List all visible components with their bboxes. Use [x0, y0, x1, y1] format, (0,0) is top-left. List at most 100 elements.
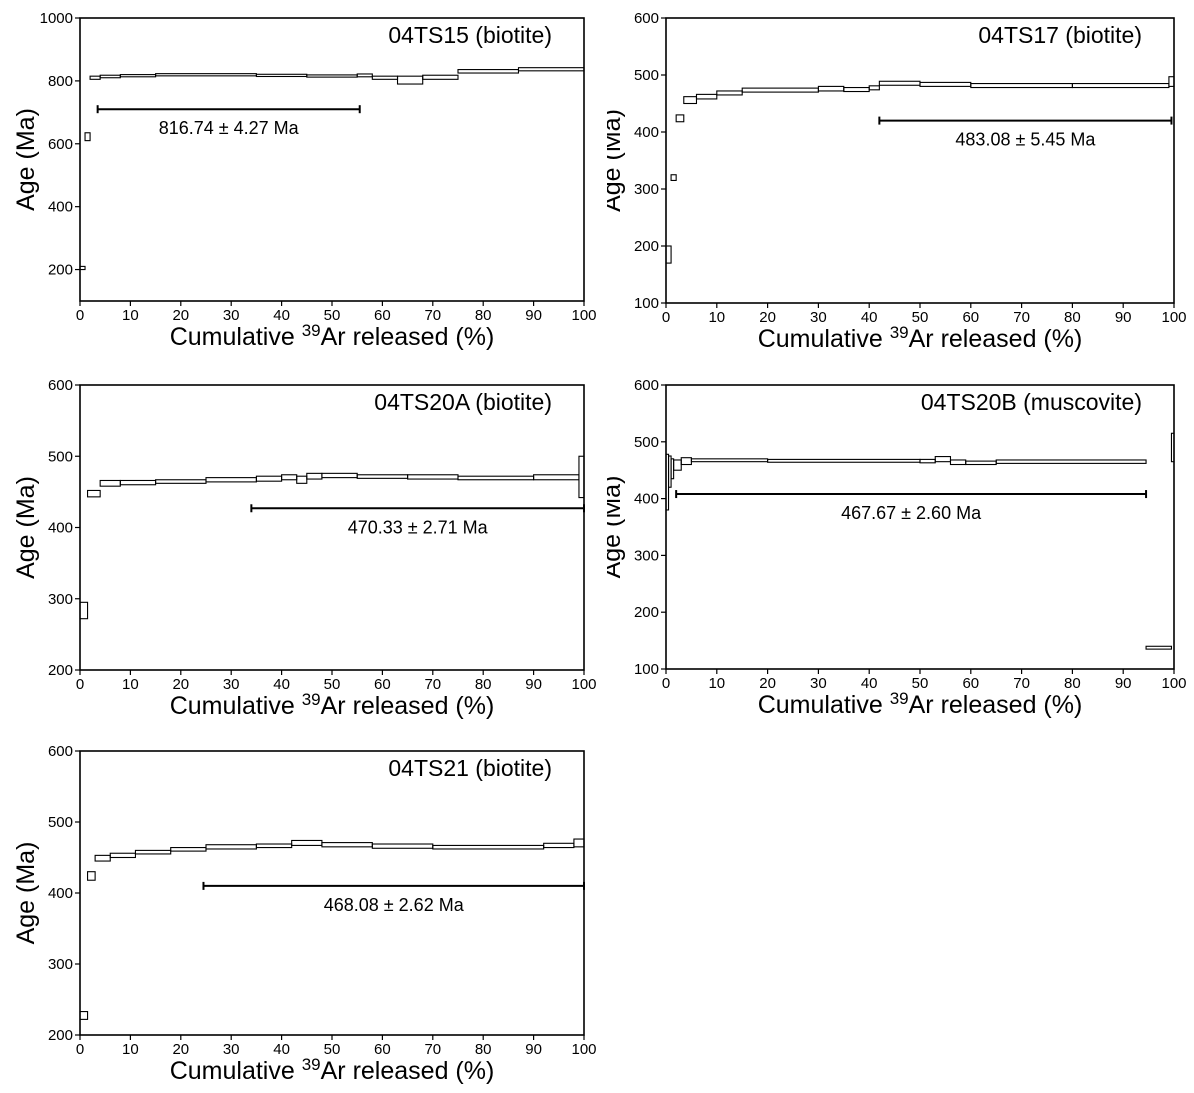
x-tick-label: 30 [223, 676, 240, 693]
y-tick-label: 100 [634, 661, 659, 678]
x-tick-label: 50 [912, 675, 929, 692]
plateau-age-label: 467.67 ± 2.60 Ma [841, 503, 982, 523]
x-tick-label: 50 [324, 1041, 341, 1058]
y-tick-label: 400 [634, 124, 659, 141]
spectrum-step [119, 74, 157, 78]
x-tick-label: 90 [525, 307, 542, 324]
panel-title: 04TS21 (biotite) [388, 755, 552, 781]
spectrum-step [970, 83, 1073, 89]
spectrum-step [89, 75, 101, 80]
x-axis-title: Cumulative 39Ar released (%) [170, 321, 495, 352]
spectrum-step [291, 839, 323, 846]
y-axis-title: Age (Ma) [12, 476, 40, 579]
spectrum-step [371, 75, 399, 80]
x-tick-label: 80 [475, 1041, 492, 1058]
x-tick-label: 40 [273, 676, 290, 693]
x-tick-label: 20 [172, 676, 189, 693]
spectrum-step [306, 472, 323, 480]
y-tick-label: 500 [634, 434, 659, 451]
spectrum-step [356, 474, 409, 479]
x-tick-label: 50 [912, 309, 929, 326]
x-tick-label: 0 [76, 676, 84, 693]
x-tick-label: 30 [810, 309, 827, 326]
chart-svg: 0 10 20 30 40 50 60 70 80 90 100 100 200 300 400 500 600… [598, 10, 1187, 354]
x-tick-label: 50 [324, 307, 341, 324]
chart-svg: 0 10 20 30 40 50 60 70 80 90 100 200 300 400 500 600 Cum… [12, 377, 597, 720]
x-tick-label: 100 [571, 1041, 596, 1058]
spectrum-step [533, 474, 580, 481]
spectrum-step [1071, 83, 1170, 89]
spectrum-step [675, 114, 685, 123]
y-tick-label: 400 [48, 520, 73, 537]
spectrum-panel-04TS21: 0 10 20 30 40 50 60 70 80 90 100 200 300 400 500 600 Cum… [0, 735, 600, 1088]
spectrum-step [517, 67, 585, 72]
x-tick-label: 0 [662, 675, 670, 692]
plot-frame [79, 750, 585, 1036]
x-tick-label: 90 [1115, 309, 1132, 326]
spectrum-step [1145, 645, 1173, 650]
plateau-age-label: 470.33 ± 2.71 Ma [348, 517, 489, 537]
y-tick-label: 100 [634, 295, 659, 312]
y-tick-label: 1000 [40, 10, 73, 27]
x-tick-label: 80 [1064, 309, 1081, 326]
spectrum-panel-04TS20A: 0 10 20 30 40 50 60 70 80 90 100 200 300 400 500 600 Cum… [0, 368, 600, 733]
y-tick-label: 600 [48, 377, 73, 394]
panel-title: 04TS20B (muscovite) [921, 389, 1142, 415]
spectrum-step [296, 475, 308, 484]
y-tick-label: 300 [48, 591, 73, 608]
spectrum-step [670, 174, 677, 181]
y-tick-label: 200 [634, 604, 659, 621]
y-tick-label: 200 [48, 262, 73, 279]
y-tick-label: 200 [48, 662, 73, 679]
plot-frame [79, 17, 585, 302]
plateau-age-label: 816.74 ± 4.27 Ma [159, 118, 300, 138]
spectrum-step [422, 74, 459, 80]
y-tick-label: 400 [48, 885, 73, 902]
x-tick-label: 100 [1161, 309, 1186, 326]
x-tick-label: 70 [1013, 675, 1030, 692]
spectrum-step [255, 73, 308, 78]
x-tick-label: 20 [172, 1041, 189, 1058]
panel-title: 04TS20A (biotite) [374, 389, 552, 415]
spectrum-step [690, 458, 769, 463]
x-axis-title: Cumulative 39Ar released (%) [758, 323, 1083, 354]
spectrum-step [356, 73, 373, 78]
spectrum-step [683, 96, 698, 105]
spectrum-panel-04TS20B: 0 10 20 30 40 50 60 70 80 90 100 100 200 300 400 500 600… [598, 368, 1194, 733]
y-axis-title: Age (Ma) [607, 476, 626, 579]
x-tick-label: 40 [861, 309, 878, 326]
y-tick-label: 400 [634, 491, 659, 508]
x-tick-label: 30 [223, 307, 240, 324]
x-tick-label: 80 [475, 307, 492, 324]
y-axis-title: Age (Ma) [607, 109, 626, 212]
x-tick-label: 60 [374, 1041, 391, 1058]
y-tick-label: 300 [634, 181, 659, 198]
spectrum-step [573, 838, 585, 848]
x-tick-label: 80 [1064, 675, 1081, 692]
x-tick-label: 50 [324, 676, 341, 693]
y-axis-title: Age (Ma) [12, 842, 40, 945]
x-tick-label: 60 [374, 307, 391, 324]
spectrum-step [457, 475, 535, 481]
x-tick-label: 100 [571, 676, 596, 693]
spectrum-step [741, 87, 819, 93]
spectrum-step [673, 459, 682, 471]
spectrum-step [321, 472, 358, 479]
y-tick-label: 800 [48, 73, 73, 90]
x-tick-label: 60 [962, 309, 979, 326]
spectrum-step [934, 456, 952, 463]
x-tick-label: 40 [273, 307, 290, 324]
spectrum-step [109, 852, 136, 859]
x-tick-label: 40 [861, 675, 878, 692]
y-tick-label: 300 [634, 547, 659, 564]
spectrum-step [79, 601, 89, 620]
x-tick-label: 10 [122, 676, 139, 693]
y-tick-label: 500 [48, 448, 73, 465]
panel-title: 04TS15 (biotite) [388, 22, 552, 48]
x-tick-label: 0 [76, 307, 84, 324]
spectrum-step [321, 842, 373, 848]
spectrum-step [919, 458, 936, 464]
x-tick-label: 90 [525, 676, 542, 693]
spectrum-step [543, 842, 575, 849]
x-tick-label: 10 [708, 309, 725, 326]
